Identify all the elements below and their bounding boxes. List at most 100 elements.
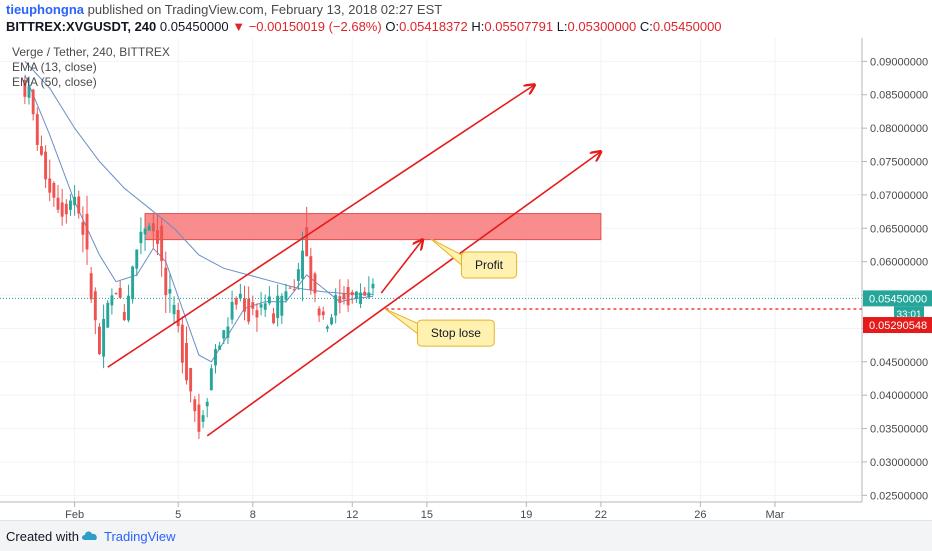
callout-box[interactable]	[460, 251, 518, 279]
resistance-zone[interactable]	[144, 213, 602, 241]
candle-body	[371, 283, 375, 289]
y-tick-label: 0.08500000	[870, 90, 928, 102]
candle-body	[156, 230, 159, 244]
last-price-tag: 0.05450000	[869, 293, 927, 305]
candle-body	[122, 311, 126, 321]
trend-line-2[interactable]	[380, 240, 422, 294]
trend-line-0[interactable]	[107, 85, 535, 368]
legend-ema50[interactable]: EMA (50, close)	[12, 75, 97, 89]
grid	[0, 38, 862, 502]
candle-body	[272, 313, 275, 324]
candle-body	[263, 303, 267, 310]
stop-price-tag-bg	[863, 317, 932, 334]
tradingview-cloud-icon	[80, 528, 100, 547]
chart-legend: Verge / Tether, 240, BITTREX EMA (13, cl…	[12, 45, 170, 89]
candle-body	[193, 399, 197, 412]
stop-price-tag: 0.05290548	[869, 320, 927, 332]
candle-body	[350, 292, 354, 296]
trend-line-1[interactable]	[206, 151, 601, 437]
price-tags: 0.05450000 33:010.05290548	[863, 290, 932, 334]
trend-lines[interactable]	[0, 85, 862, 437]
y-tick-label: 0.07500000	[870, 157, 928, 169]
author-link[interactable]: tieuphongna	[6, 2, 84, 17]
y-tick-label: 0.06500000	[870, 223, 928, 235]
candle-body	[251, 302, 255, 309]
candle-body	[214, 348, 217, 366]
candle-body	[60, 202, 64, 217]
candle-body	[77, 196, 81, 214]
candle-body	[222, 330, 226, 339]
candle-body	[114, 292, 118, 294]
x-tick-label: 15	[421, 509, 433, 520]
candle-body	[147, 225, 151, 231]
candle-body	[23, 80, 27, 97]
created-with-text: Created with	[6, 529, 79, 544]
candle-body	[93, 291, 97, 321]
x-tick-label: 26	[694, 509, 706, 520]
callout-text-profit: Profit	[475, 258, 504, 272]
candle-body	[201, 415, 205, 422]
candle-body	[73, 196, 77, 206]
candle-body	[338, 296, 342, 303]
candle-body	[259, 304, 263, 308]
candle-body	[180, 324, 184, 363]
callout-box[interactable]	[416, 319, 495, 347]
candle-body	[301, 250, 304, 279]
y-tick-label: 0.07000000	[870, 190, 928, 202]
y-tick-label: 0.08000000	[870, 123, 928, 135]
footer: Created with TradingView	[0, 520, 932, 551]
candle-body	[247, 298, 251, 322]
last-price: 0.05450000	[159, 19, 229, 34]
legend-title: Verge / Tether, 240, BITTREX	[12, 45, 170, 59]
candle-body	[39, 146, 43, 155]
candle-body	[160, 225, 164, 261]
x-tick-label: 12	[346, 509, 358, 520]
tradingview-link[interactable]: TradingView	[104, 529, 176, 544]
candle-body	[288, 287, 292, 289]
candle-body	[48, 178, 52, 193]
plot-area[interactable]	[0, 38, 862, 502]
candle-body	[106, 302, 110, 328]
candle-body	[143, 228, 147, 235]
candle-body	[284, 291, 288, 300]
candle-body	[189, 368, 193, 392]
candle-body	[346, 286, 350, 306]
y-tick-label: 0.03000000	[870, 457, 928, 469]
candle-body	[44, 151, 48, 180]
candle-body	[325, 326, 329, 329]
candle-body	[255, 310, 259, 318]
candle-body	[168, 289, 172, 294]
candle-body	[354, 291, 358, 300]
candle-body	[98, 326, 101, 355]
candle-body	[127, 295, 130, 321]
resistance-zone-rect[interactable]	[144, 213, 602, 241]
candle-body	[172, 304, 176, 315]
y-tick-label: 0.06000000	[870, 257, 928, 269]
countdown-tag: 33:01	[896, 309, 921, 320]
publish-info: tieuphongna published on TradingView.com…	[6, 2, 442, 17]
candle-body	[64, 203, 68, 215]
symbol-name[interactable]: BITTREX:XVGUSDT, 240	[6, 19, 157, 34]
countdown-tag-bg	[894, 306, 924, 321]
candle-body	[309, 256, 313, 290]
symbol-quote-bar: BITTREX:XVGUSDT, 240 0.05450000 ▼ −0.001…	[6, 19, 722, 34]
candle-body	[197, 404, 201, 432]
price-axis[interactable]: 0.02500000 0.03000000 0.03500000 0.04000000…	[862, 56, 928, 502]
candle-body	[110, 295, 114, 306]
y-tick-label: 0.03500000	[870, 424, 928, 436]
time-axis[interactable]: Feb 5 8 12 15 19 22 26 Mar	[65, 502, 785, 520]
candle-body	[81, 222, 85, 235]
callouts[interactable]: Profit Stop lose	[385, 238, 518, 347]
y-tick-label: 0.04000000	[870, 390, 928, 402]
candle-body	[85, 213, 89, 250]
candle-body	[56, 197, 60, 210]
candle-body	[205, 401, 209, 407]
open-value: 0.05418372	[399, 19, 468, 34]
candle-body	[234, 298, 238, 305]
candle-body	[31, 89, 35, 115]
candle-body	[89, 273, 93, 300]
price-chart[interactable]: Profit Stop lose 0.02500000 0.03000000 0.03…	[0, 38, 932, 520]
legend-ema13[interactable]: EMA (13, close)	[12, 60, 97, 74]
candle-body	[363, 291, 367, 296]
close-value: 0.05450000	[652, 19, 722, 34]
